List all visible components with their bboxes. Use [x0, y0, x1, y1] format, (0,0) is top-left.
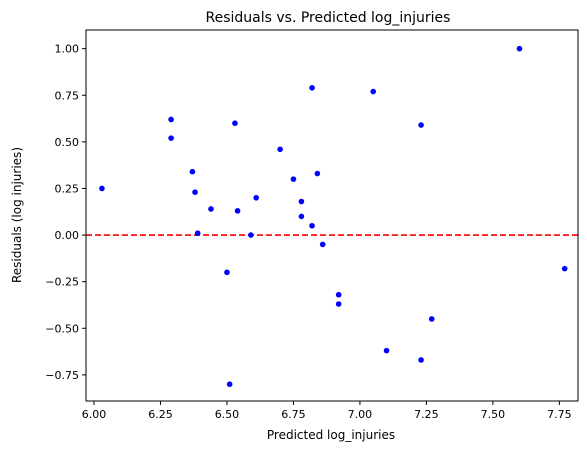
y-tick-label: 0.25 — [55, 182, 80, 195]
data-point — [192, 189, 198, 195]
x-tick-label: 6.00 — [82, 408, 107, 421]
y-axis-label: Residuals (log injuries) — [10, 147, 24, 283]
data-point — [370, 88, 377, 95]
data-point — [309, 84, 315, 91]
y-tick-label: 0.75 — [55, 89, 80, 102]
x-tick-label: 7.75 — [547, 408, 572, 421]
data-point — [335, 291, 342, 298]
data-point — [253, 194, 260, 201]
data-point — [561, 265, 568, 272]
y-tick-label: −0.75 — [45, 369, 79, 382]
chart-title: Residuals vs. Predicted log_injuries — [206, 10, 451, 26]
x-tick-label: 7.00 — [348, 408, 373, 421]
x-axis-label: Predicted log_injuries — [267, 428, 395, 442]
data-point — [418, 357, 424, 363]
plot-area — [86, 45, 578, 388]
data-point — [99, 185, 105, 192]
y-tick-label: 0.50 — [55, 136, 80, 149]
data-point — [234, 208, 241, 214]
data-point — [516, 45, 523, 52]
data-point — [383, 347, 390, 354]
data-point — [290, 176, 297, 182]
data-point — [298, 213, 305, 220]
plot-frame — [85, 29, 579, 402]
data-point — [319, 241, 326, 248]
x-tick-label: 6.25 — [148, 408, 173, 421]
data-point — [194, 230, 201, 237]
data-point — [226, 381, 233, 388]
data-point — [309, 222, 315, 229]
data-point — [168, 116, 174, 123]
x-tick-label: 7.25 — [414, 408, 439, 421]
y-tick-label: −0.25 — [45, 276, 79, 289]
data-point — [248, 232, 254, 238]
y-tick-label: 0.00 — [55, 229, 80, 242]
data-point — [314, 170, 321, 177]
data-point — [224, 269, 230, 276]
x-tick-label: 6.50 — [215, 408, 240, 421]
y-tick-label: 1.00 — [55, 43, 80, 56]
data-point — [208, 206, 214, 212]
data-point — [428, 316, 435, 322]
data-point — [335, 301, 342, 307]
y-tick-label: −0.50 — [45, 322, 79, 335]
data-point — [418, 122, 424, 128]
data-point — [232, 120, 238, 127]
data-point — [168, 135, 174, 141]
data-point — [298, 198, 305, 205]
x-tick-label: 7.50 — [481, 408, 506, 421]
data-point — [277, 146, 283, 153]
data-point — [189, 168, 196, 175]
x-tick-label: 6.75 — [281, 408, 306, 421]
